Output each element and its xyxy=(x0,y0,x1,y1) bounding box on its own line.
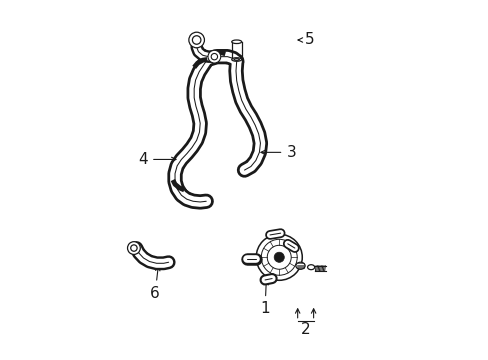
Ellipse shape xyxy=(295,262,305,269)
Text: 6: 6 xyxy=(150,266,160,301)
Text: 1: 1 xyxy=(260,280,269,316)
Text: 2: 2 xyxy=(300,323,310,337)
Circle shape xyxy=(127,242,140,255)
Circle shape xyxy=(256,234,302,280)
Ellipse shape xyxy=(231,40,241,44)
Ellipse shape xyxy=(231,58,241,61)
Text: 4: 4 xyxy=(138,152,176,167)
Text: 5: 5 xyxy=(298,32,314,48)
Text: 3: 3 xyxy=(261,145,295,160)
Circle shape xyxy=(207,50,220,63)
Circle shape xyxy=(188,32,204,48)
Circle shape xyxy=(274,252,284,262)
Ellipse shape xyxy=(307,265,314,270)
